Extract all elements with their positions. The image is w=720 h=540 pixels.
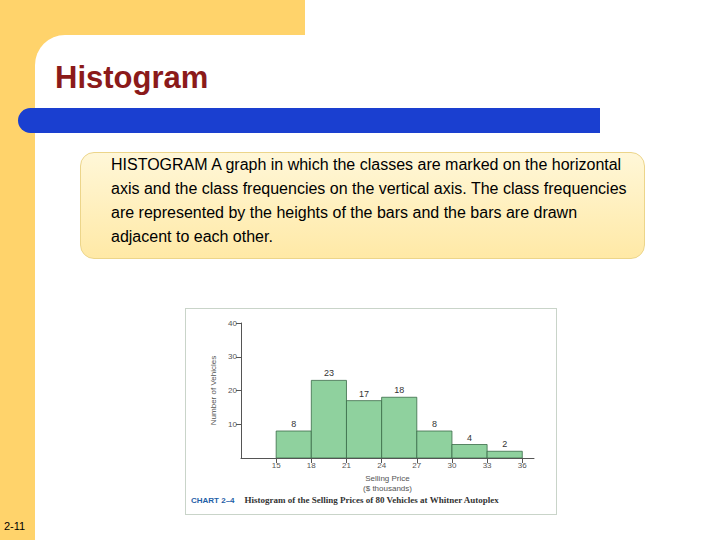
svg-text:20: 20 bbox=[228, 386, 237, 395]
html-text:HISTOGRAM A graph in which the: HISTOGRAM A graph in which the classes a… bbox=[111, 156, 627, 245]
svg-text:15: 15 bbox=[272, 461, 281, 470]
html-text:Histogram: Histogram bbox=[55, 60, 209, 95]
svg-text:23: 23 bbox=[324, 368, 334, 378]
svg-text:Histogram of the Selling Price: Histogram of the Selling Prices of 80 Ve… bbox=[245, 495, 500, 505]
svg-text:8: 8 bbox=[291, 419, 296, 429]
svg-text:2: 2 bbox=[502, 439, 507, 449]
svg-text:21: 21 bbox=[342, 461, 351, 470]
svg-text:27: 27 bbox=[412, 461, 421, 470]
svg-text:24: 24 bbox=[377, 461, 386, 470]
svg-text:30: 30 bbox=[448, 461, 457, 470]
svg-text:30: 30 bbox=[228, 352, 237, 361]
svg-text:Selling Price: Selling Price bbox=[365, 474, 410, 483]
svg-text:17: 17 bbox=[359, 389, 369, 399]
svg-text:33: 33 bbox=[483, 461, 492, 470]
svg-text:10: 10 bbox=[228, 420, 237, 429]
svg-text:Number of Vehicles: Number of Vehicles bbox=[209, 356, 218, 425]
html-text:2-11: 2-11 bbox=[4, 520, 26, 532]
svg-text:40: 40 bbox=[228, 319, 237, 328]
svg-text:4: 4 bbox=[467, 433, 472, 443]
svg-text:($ thousands): ($ thousands) bbox=[363, 484, 412, 493]
svg-text:18: 18 bbox=[307, 461, 316, 470]
svg-text:36: 36 bbox=[518, 461, 527, 470]
svg-text:CHART 2–4: CHART 2–4 bbox=[191, 496, 235, 505]
svg-text:8: 8 bbox=[432, 419, 437, 429]
svg-text:18: 18 bbox=[394, 385, 404, 395]
